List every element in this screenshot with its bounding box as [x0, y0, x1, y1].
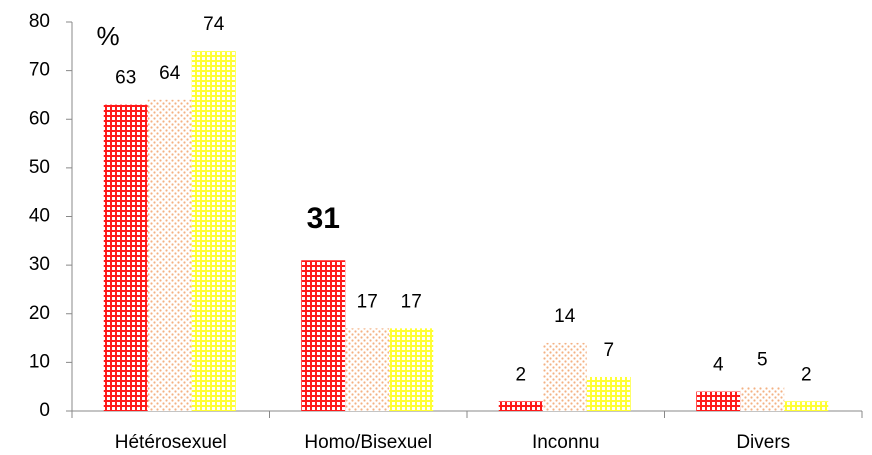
- bar: [586, 376, 631, 411]
- bar: [498, 401, 543, 411]
- data-label: 14: [554, 306, 576, 327]
- data-label: 31: [307, 202, 340, 235]
- y-tick-label: 80: [29, 11, 50, 32]
- bar: [147, 99, 192, 412]
- x-tick-label: Divers: [736, 432, 790, 453]
- bar: [740, 386, 785, 411]
- data-label: 17: [357, 291, 378, 312]
- bar: [389, 328, 434, 411]
- y-tick-label: 40: [29, 206, 50, 227]
- y-tick-label: 60: [29, 108, 50, 129]
- bar: [542, 342, 587, 411]
- y-axis-label: %: [96, 21, 119, 51]
- x-tick-label: Hétérosexuel: [115, 432, 227, 453]
- data-label: 74: [203, 14, 225, 35]
- y-tick-label: 10: [29, 351, 50, 372]
- y-tick-label: 0: [39, 400, 50, 421]
- y-tick-label: 70: [29, 60, 50, 81]
- bar: [784, 401, 829, 411]
- data-label: 4: [713, 355, 724, 376]
- y-tick-label: 20: [29, 303, 50, 324]
- data-label: 63: [115, 68, 136, 89]
- data-label: 2: [515, 364, 526, 385]
- data-label: 17: [401, 291, 422, 312]
- data-label: 5: [757, 350, 768, 371]
- bar: [696, 391, 741, 411]
- bar: [345, 328, 390, 411]
- bar: [301, 260, 346, 411]
- data-label: 64: [159, 63, 181, 84]
- data-label: 7: [603, 340, 614, 361]
- x-tick-label: Inconnu: [532, 432, 600, 453]
- data-label: 2: [801, 364, 812, 385]
- y-tick-label: 30: [29, 254, 50, 275]
- y-tick-label: 50: [29, 157, 50, 178]
- x-tick-label: Homo/Bisexuel: [304, 432, 432, 453]
- bar: [191, 51, 236, 412]
- bar: [103, 104, 148, 411]
